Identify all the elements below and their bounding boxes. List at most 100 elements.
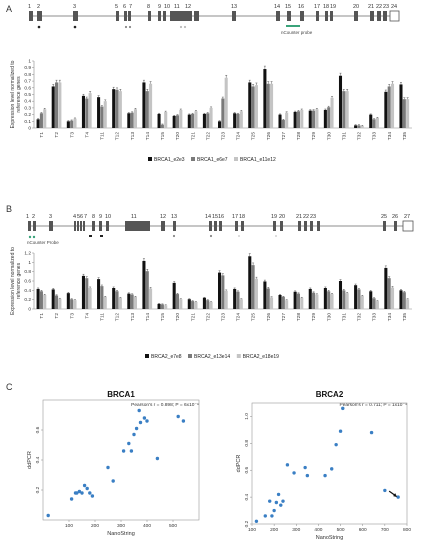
- bar: [342, 290, 346, 309]
- x-tick-label: T1: [39, 313, 45, 319]
- bar: [209, 107, 213, 128]
- data-point: [134, 426, 139, 431]
- bar: [118, 297, 122, 309]
- x-tick-label: T20: [175, 132, 181, 141]
- exon-number: 23: [310, 214, 316, 220]
- bar: [369, 291, 373, 309]
- legend-label: BRCA2_e13e14: [194, 354, 230, 360]
- x-tick-label: T3: [69, 132, 75, 138]
- bar: [251, 86, 255, 128]
- data-point: [303, 465, 307, 470]
- x-tick-label: T29: [311, 313, 317, 322]
- y-tick-label: 0.4: [244, 493, 250, 500]
- bar: [369, 114, 373, 128]
- exon-number: 19: [271, 214, 277, 220]
- exon-box: [383, 11, 387, 21]
- bar: [164, 305, 168, 309]
- exon-box: [377, 11, 381, 21]
- primer-marker: [179, 25, 183, 29]
- x-tick-label: T33: [372, 132, 378, 141]
- chart-subtitle: Pearson's r = 0.711; P = 1x10⁻⁴: [340, 402, 407, 408]
- bar: [357, 289, 361, 309]
- bar: [112, 288, 116, 309]
- x-tick-label: T26: [266, 313, 272, 322]
- data-point: [263, 514, 267, 518]
- exon-box: [124, 11, 127, 21]
- primer-marker: [124, 25, 128, 29]
- data-point: [132, 432, 136, 437]
- probe-marker: [32, 235, 36, 239]
- bar: [43, 295, 47, 309]
- bar: [97, 97, 101, 128]
- exon-number: 6: [80, 214, 83, 220]
- plot-frame: [251, 402, 408, 525]
- bar: [387, 278, 391, 309]
- bar: [390, 83, 395, 128]
- bar: [233, 113, 237, 128]
- exon-box: [287, 11, 291, 21]
- x-tick-label: 600: [359, 527, 367, 533]
- x-tick-label: T14: [145, 313, 151, 322]
- x-tick-label: T34: [387, 132, 393, 141]
- x-tick-label: 300: [292, 527, 300, 533]
- exon-number: 9: [99, 214, 102, 220]
- bar: [97, 279, 101, 309]
- bar: [88, 288, 92, 309]
- bar: [345, 91, 349, 128]
- bar: [399, 290, 403, 309]
- bar: [308, 288, 312, 309]
- exon-number: 10: [164, 4, 170, 10]
- data-point: [46, 513, 50, 518]
- y-tick-label: 0.4: [24, 99, 31, 105]
- data-point: [338, 429, 343, 433]
- bar: [278, 295, 282, 309]
- exon-box: [163, 11, 166, 21]
- data-point: [369, 430, 374, 435]
- bar: [160, 124, 164, 128]
- bar: [157, 303, 161, 309]
- x-tick-label: 100: [65, 523, 73, 529]
- exon-number: 25: [381, 214, 387, 220]
- legend-label: BRCA1_e6e7: [197, 157, 228, 163]
- bar: [130, 294, 134, 309]
- x-tick-label: T13: [130, 132, 136, 141]
- legend-swatch: [188, 354, 192, 358]
- exon-box: [49, 221, 53, 231]
- y-tick-label: 0.6: [24, 85, 31, 91]
- data-point: [155, 456, 160, 461]
- x-tick-label: 200: [270, 527, 278, 533]
- bar: [179, 299, 183, 309]
- bar: [357, 125, 361, 128]
- exon-number: 16: [218, 214, 224, 220]
- exon-box: [235, 221, 238, 231]
- bar: [66, 121, 70, 128]
- plot-frame: [42, 399, 200, 521]
- exon-number: 23: [383, 4, 389, 10]
- exon-number: 12: [185, 4, 191, 10]
- exon-box: [125, 221, 150, 231]
- y-axis-label: reference genes: [16, 262, 22, 299]
- bar: [360, 295, 364, 309]
- bar: [387, 86, 391, 128]
- data-point: [268, 499, 272, 503]
- data-point: [106, 465, 110, 470]
- x-tick-label: 400: [143, 523, 151, 529]
- primer-marker: [128, 25, 132, 29]
- exon-box: [219, 221, 222, 231]
- exon-box: [29, 11, 33, 21]
- exon-box: [300, 11, 304, 21]
- bar: [172, 282, 176, 309]
- bar: [187, 299, 191, 309]
- bar: [191, 113, 195, 128]
- exon-box: [116, 11, 119, 21]
- bar: [248, 256, 252, 309]
- chart-title: BRCA1: [107, 390, 135, 399]
- x-tick-label: T22: [205, 132, 211, 141]
- x-tick-label: T35: [402, 132, 408, 141]
- exon-box: [402, 220, 414, 232]
- exon-box: [194, 11, 199, 21]
- bar: [278, 114, 282, 128]
- panel-letter-c: C: [6, 382, 13, 392]
- exon-number: 21: [296, 214, 302, 220]
